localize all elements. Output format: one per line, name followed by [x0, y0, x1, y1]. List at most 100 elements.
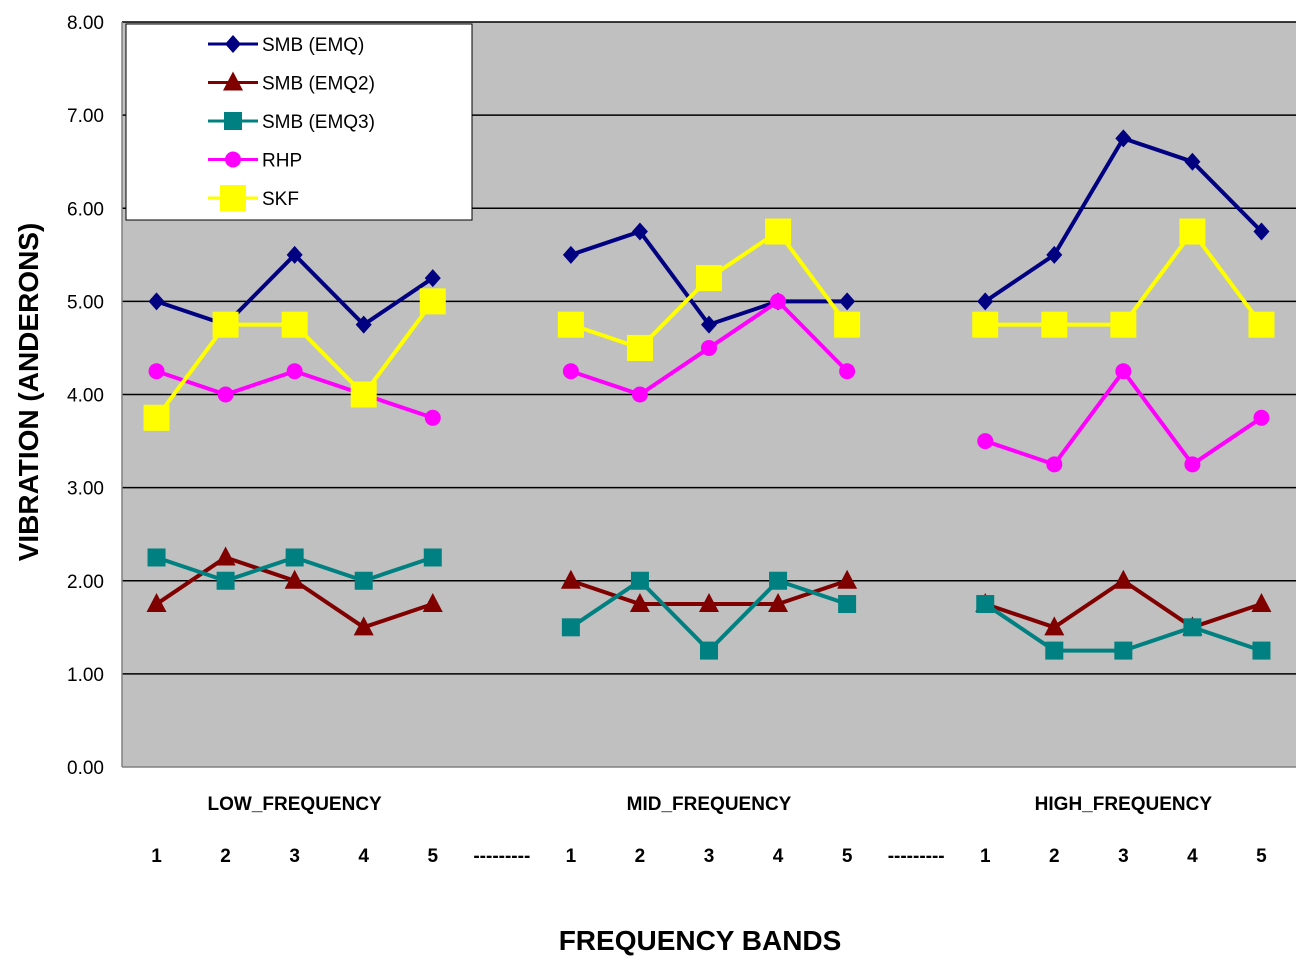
y-tick-label: 7.00 [67, 106, 104, 127]
data-point [281, 311, 308, 338]
y-tick-label: 1.00 [67, 665, 104, 686]
data-point [1044, 616, 1065, 636]
data-point [1253, 409, 1270, 426]
data-point [1184, 456, 1201, 473]
x-tick-label: --------- [473, 846, 530, 867]
y-tick-labels: 0.00 1.00 2.00 3.00 4.00 5.00 6.00 7.00 8.00 [67, 13, 104, 779]
x-tick-label: 4 [773, 846, 784, 867]
x-axis-title: FREQUENCY BANDS [559, 925, 842, 956]
data-point [217, 386, 234, 403]
y-tick-label: 2.00 [67, 572, 104, 593]
data-point [838, 595, 857, 614]
data-point [147, 548, 166, 567]
legend-label: SMB (EMQ) [262, 35, 364, 56]
x-tick-label: 5 [427, 846, 438, 867]
data-point [143, 404, 170, 431]
data-point [1113, 569, 1134, 589]
data-point [146, 593, 167, 613]
group-label: HIGH_FREQUENCY [1035, 794, 1213, 815]
data-point [976, 595, 995, 614]
data-point [350, 381, 377, 408]
data-point [225, 151, 241, 168]
data-point [284, 569, 305, 589]
data-point [1248, 311, 1275, 338]
y-tick-label: 3.00 [67, 479, 104, 500]
data-point [839, 363, 856, 380]
x-tick-label: 3 [1118, 846, 1129, 867]
data-point [630, 571, 649, 590]
data-point [148, 292, 165, 311]
x-tick-label: 4 [358, 846, 369, 867]
data-point [224, 112, 242, 130]
data-point [1184, 152, 1201, 171]
legend-item: SKF [208, 185, 299, 211]
data-point [631, 386, 648, 403]
data-point [1115, 363, 1132, 380]
data-point [355, 315, 372, 334]
data-point [834, 311, 861, 338]
legend-label: SMB (EMQ2) [262, 74, 375, 95]
data-point [560, 569, 581, 589]
x-tick-label: 5 [842, 846, 853, 867]
data-point [223, 71, 243, 91]
gridlines [122, 21, 1296, 675]
x-tick-label: 2 [1049, 846, 1060, 867]
data-point [701, 339, 717, 356]
data-point [631, 222, 648, 241]
data-point [1046, 456, 1063, 473]
legend-item: RHP [208, 151, 302, 172]
data-point [1046, 245, 1063, 264]
legend-label: SMB (EMQ3) [262, 112, 375, 133]
x-tick-label: 5 [1256, 846, 1267, 867]
legend-item: SMB (EMQ2) [208, 71, 375, 95]
data-point [626, 334, 653, 361]
data-point [216, 571, 235, 590]
x-tick-label: 2 [635, 846, 646, 867]
series [148, 293, 1270, 473]
x-tick-label: 1 [151, 846, 162, 867]
data-point [148, 363, 165, 380]
data-point [354, 571, 373, 590]
data-point [424, 269, 441, 288]
data-point [353, 616, 374, 636]
data-point [1183, 618, 1202, 637]
series-layer [143, 129, 1275, 660]
data-point [696, 265, 722, 292]
y-tick-label: 5.00 [67, 292, 104, 313]
data-point [557, 311, 584, 338]
x-tick-label: 3 [289, 846, 300, 867]
data-point [837, 569, 858, 589]
data-point [629, 593, 650, 613]
data-point [1041, 311, 1068, 338]
legend-box [125, 23, 473, 221]
data-point [286, 363, 303, 380]
data-point [424, 409, 441, 426]
legend-item: SMB (EMQ3) [208, 112, 375, 133]
data-point [1114, 641, 1133, 660]
data-point [1251, 593, 1272, 613]
data-point [701, 315, 717, 334]
data-point [700, 641, 718, 660]
data-point [285, 548, 304, 567]
data-point [977, 433, 994, 450]
y-axis-title: VIBRATION (ANDERONS) [13, 223, 44, 562]
legend: SMB (EMQ) SMB (EMQ2) SMB (EMQ3) RHP SKF [125, 23, 473, 221]
y-tick-label: 8.00 [67, 13, 104, 34]
data-point [1045, 641, 1064, 660]
y-tick-label: 6.00 [67, 199, 104, 220]
data-point [770, 293, 787, 310]
data-point [419, 288, 446, 315]
data-point [768, 593, 789, 613]
group-labels: LOW_FREQUENCY MID_FREQUENCY HIGH_FREQUENCY [208, 794, 1213, 815]
x-tick-label: --------- [888, 846, 945, 867]
data-point [1179, 218, 1206, 245]
category-labels: 1 2 3 4 5 --------- 1 2 3 4 5 --------- 1 2 3 4 5 [151, 846, 1267, 867]
data-point [1252, 641, 1271, 660]
data-point [977, 292, 994, 311]
group-label: MID_FREQUENCY [627, 794, 792, 815]
data-point [765, 218, 792, 245]
data-point [286, 245, 303, 264]
data-point [562, 363, 579, 380]
data-point [562, 245, 579, 264]
